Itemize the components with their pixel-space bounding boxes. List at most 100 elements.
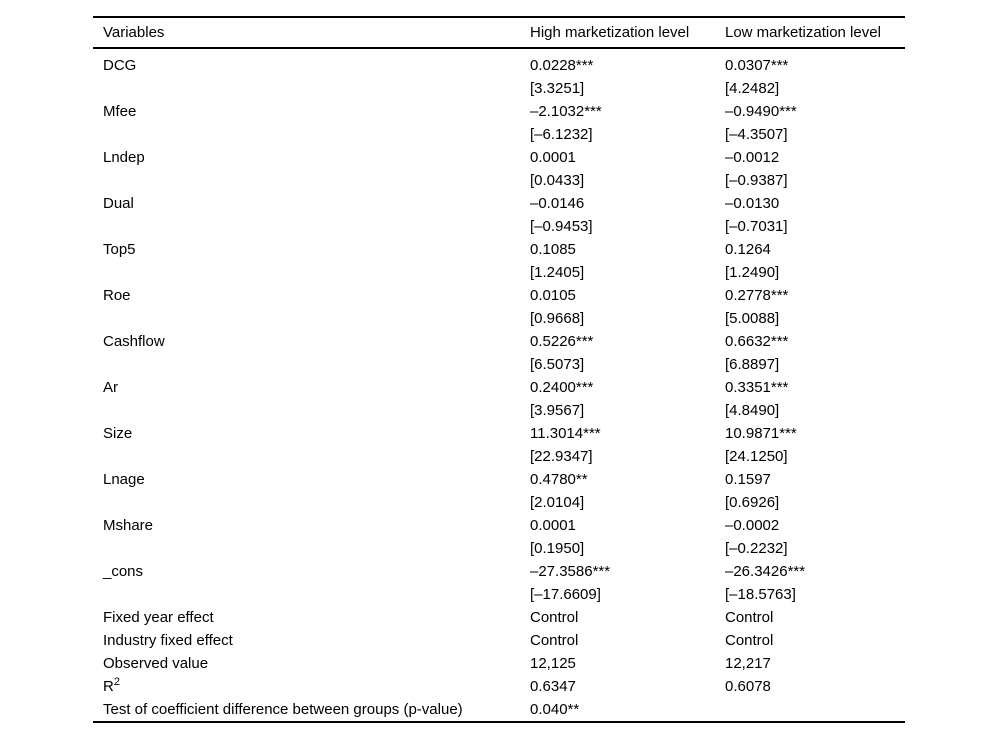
cell-low-tstat: [4.2482] [725, 80, 780, 97]
cell-low-tstat: [5.0088] [725, 310, 780, 327]
cell-low-summary: Control [725, 632, 774, 649]
cell-variable-empty [93, 169, 530, 192]
cell-variable: Top5 [103, 241, 136, 258]
cell-variable-empty [93, 307, 530, 330]
cell-low-tstat: [–4.3507] [725, 126, 788, 143]
column-header-low-marketization: Low marketization level [725, 16, 905, 49]
cell-variable: Dual [103, 195, 134, 212]
cell-variable-empty [93, 399, 530, 422]
cell-high-tstat: [1.2405] [530, 264, 585, 281]
coefficient-row: Dual –0.0146 –0.0130 [93, 192, 905, 215]
tstat-row: [0.1950] [–0.2232] [93, 537, 905, 560]
tstat-row: [2.0104] [0.6926] [93, 491, 905, 514]
coefficient-row: Size 11.3014*** 10.9871*** [93, 422, 905, 445]
tstat-row: [–0.9453] [–0.7031] [93, 215, 905, 238]
coefficient-row: Ar 0.2400*** 0.3351*** [93, 376, 905, 399]
cell-high-coefficient: –0.0146 [530, 195, 585, 212]
tstat-row: [0.0433] [–0.9387] [93, 169, 905, 192]
cell-low-tstat: [0.6926] [725, 494, 780, 511]
coefficient-row: Lnage 0.4780** 0.1597 [93, 468, 905, 491]
coefficient-row: Lndep 0.0001 –0.0012 [93, 146, 905, 169]
tstat-row: [–17.6609] [–18.5763] [93, 583, 905, 606]
tstat-row: [6.5073] [6.8897] [93, 353, 905, 376]
cell-variable: Lndep [103, 149, 145, 166]
cell-low-tstat: [4.8490] [725, 402, 780, 419]
cell-low-summary: 0.6078 [725, 678, 771, 695]
cell-low-tstat: [6.8897] [725, 356, 780, 373]
cell-variable: _cons [103, 563, 144, 580]
coefficient-row: Top5 0.1085 0.1264 [93, 238, 905, 261]
cell-high-coefficient: 11.3014*** [530, 425, 601, 442]
cell-low-tstat: [24.1250] [725, 448, 788, 465]
cell-high-tstat: [–0.9453] [530, 218, 593, 235]
cell-variable-empty [93, 123, 530, 146]
cell-high-coefficient: –2.1032*** [530, 103, 602, 120]
cell-high-coefficient: 0.0001 [530, 517, 576, 534]
cell-high-coefficient: 0.0105 [530, 287, 576, 304]
cell-summary-label: Test of coefficient difference between g… [103, 701, 463, 718]
cell-variable-empty [93, 445, 530, 468]
coefficient-row: Roe 0.0105 0.2778*** [93, 284, 905, 307]
summary-row: Observed value 12,125 12,217 [93, 652, 905, 675]
cell-high-summary: Control [530, 632, 579, 649]
cell-variable: DCG [103, 57, 137, 74]
coefficient-row: Mfee –2.1032*** –0.9490*** [93, 100, 905, 123]
cell-low-tstat: [–0.9387] [725, 172, 788, 189]
cell-variable-empty [93, 583, 530, 606]
cell-variable: Cashflow [103, 333, 165, 350]
cell-high-tstat: [3.3251] [530, 80, 585, 97]
cell-high-coefficient: 0.0001 [530, 149, 576, 166]
summary-row: Fixed year effect Control Control [93, 606, 905, 629]
cell-low-coefficient: –0.9490*** [725, 103, 797, 120]
cell-high-tstat: [2.0104] [530, 494, 585, 511]
tstat-row: [3.9567] [4.8490] [93, 399, 905, 422]
cell-variable-empty [93, 491, 530, 514]
table-body: DCG 0.0228*** 0.0307*** [3.3251] [4.2482] Mfe… [93, 48, 905, 722]
cell-variable-empty [93, 215, 530, 238]
tstat-row: [3.3251] [4.2482] [93, 77, 905, 100]
tstat-row: [1.2405] [1.2490] [93, 261, 905, 284]
cell-summary-label: Fixed year effect [103, 609, 214, 626]
cell-low-coefficient: 0.1597 [725, 471, 771, 488]
cell-variable: Roe [103, 287, 131, 304]
column-header-variables: Variables [93, 16, 530, 49]
header-row: Variables High marketization level Low m… [93, 16, 905, 49]
cell-variable: Ar [103, 379, 118, 396]
cell-summary-label: Observed value [103, 655, 209, 672]
cell-low-coefficient: 0.3351*** [725, 379, 789, 396]
cell-low-tstat: [–0.2232] [725, 540, 788, 557]
cell-variable: Mshare [103, 517, 154, 534]
cell-variable: Mfee [103, 103, 137, 120]
cell-high-tstat: [–6.1232] [530, 126, 593, 143]
cell-low-tstat: [1.2490] [725, 264, 780, 281]
cell-high-tstat: [0.9668] [530, 310, 585, 327]
cell-variable-empty [93, 537, 530, 560]
coefficient-row: Mshare 0.0001 –0.0002 [93, 514, 905, 537]
cell-high-tstat: [22.9347] [530, 448, 593, 465]
cell-high-tstat: [0.0433] [530, 172, 585, 189]
cell-variable-empty [93, 261, 530, 284]
cell-low-coefficient: –0.0002 [725, 517, 780, 534]
tstat-row: [22.9347] [24.1250] [93, 445, 905, 468]
cell-low-coefficient: –26.3426*** [725, 563, 806, 580]
cell-high-tstat: [–17.6609] [530, 586, 601, 603]
cell-high-summary: 0.040** [530, 701, 580, 718]
cell-variable-empty [93, 353, 530, 376]
cell-low-coefficient: 0.2778*** [725, 287, 789, 304]
cell-variable: Size [103, 425, 133, 442]
cell-low-tstat: [–18.5763] [725, 586, 796, 603]
cell-variable-empty [93, 77, 530, 100]
cell-high-summary: 0.6347 [530, 678, 576, 695]
summary-row: Test of coefficient difference between g… [93, 698, 905, 722]
tstat-row: [–6.1232] [–4.3507] [93, 123, 905, 146]
cell-high-tstat: [3.9567] [530, 402, 585, 419]
cell-low-coefficient: 0.6632*** [725, 333, 789, 350]
coefficient-row: _cons –27.3586*** –26.3426*** [93, 560, 905, 583]
regression-results-table: Variables High marketization level Low m… [93, 16, 905, 723]
cell-variable: Lnage [103, 471, 145, 488]
cell-low-summary [725, 698, 905, 722]
cell-high-coefficient: 0.4780** [530, 471, 588, 488]
cell-low-coefficient: 10.9871*** [725, 425, 797, 442]
cell-low-summary: 12,217 [725, 655, 771, 672]
